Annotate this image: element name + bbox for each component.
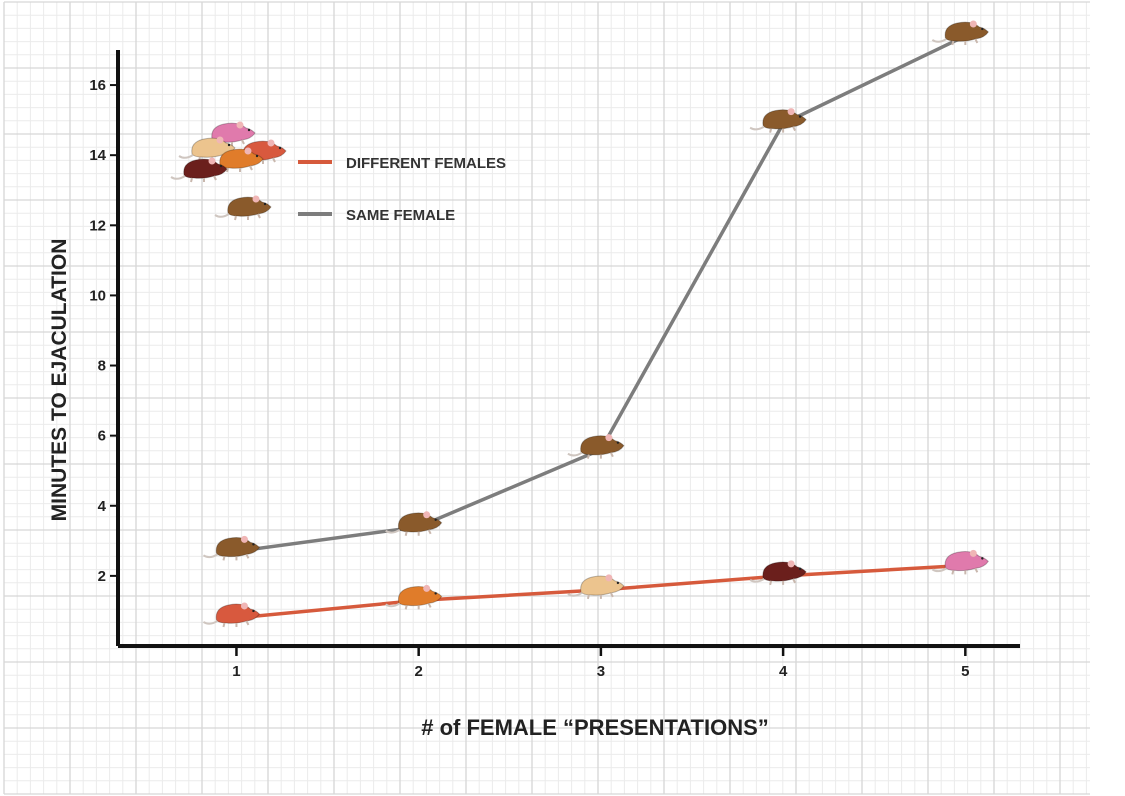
y-tick-label: 12	[89, 217, 106, 234]
legend: DIFFERENT FEMALES SAME FEMALE	[170, 120, 506, 224]
axis-labels: # of FEMALE “PRESENTATIONS” MINUTES TO E…	[48, 239, 769, 740]
grid	[3, 1, 1090, 795]
y-axis-title: MINUTES TO EJACULATION	[48, 239, 71, 522]
legend-label: SAME FEMALE	[346, 207, 455, 224]
y-tick-label: 16	[89, 77, 106, 94]
y-tick-label: 6	[98, 428, 106, 445]
series-line-2	[236, 34, 967, 554]
x-tick-label: 2	[414, 663, 422, 680]
x-tick-label: 4	[779, 663, 788, 680]
data-point-rat-marker	[749, 559, 808, 586]
y-tick-label: 14	[89, 147, 106, 164]
data-point-rat-marker	[384, 510, 443, 537]
x-tick-label: 5	[961, 663, 969, 680]
legend-rat-icon	[214, 194, 272, 221]
y-tick-label: 10	[89, 287, 106, 304]
data-point-rat-marker	[202, 601, 261, 628]
y-tick-label: 8	[98, 358, 106, 375]
x-tick-label: 3	[597, 663, 605, 680]
y-tick-label: 4	[98, 498, 107, 515]
x-tick-label: 1	[232, 663, 240, 680]
data-point-rat-marker	[566, 573, 625, 600]
legend-label: DIFFERENT FEMALES	[346, 155, 506, 172]
legend-rat-icon	[170, 156, 228, 183]
data-point-rat-marker	[384, 583, 443, 611]
y-tick-label: 2	[98, 568, 106, 585]
x-axis-title: # of FEMALE “PRESENTATIONS”	[421, 715, 769, 740]
series-layer	[202, 19, 990, 628]
